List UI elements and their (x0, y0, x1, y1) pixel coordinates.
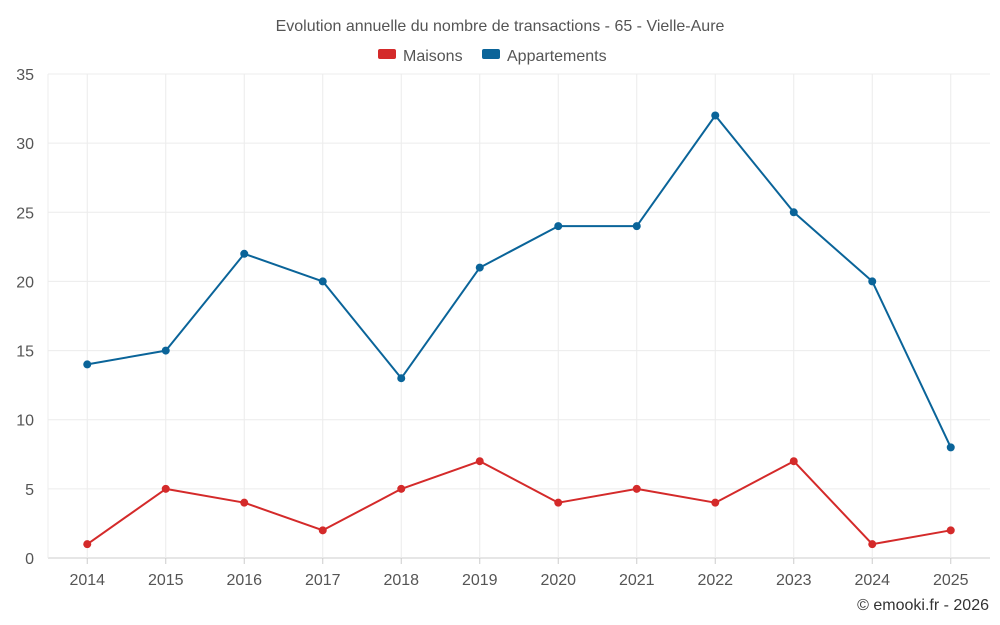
data-point-maisons[interactable] (240, 498, 249, 507)
data-point-maisons[interactable] (632, 484, 641, 493)
series-line-appartements[interactable] (87, 114, 952, 448)
y-tick-label: 5 (25, 482, 34, 499)
y-tick-label: 30 (16, 136, 34, 153)
y-tick-label: 35 (16, 67, 34, 84)
data-point-appartements[interactable] (946, 443, 955, 452)
series (83, 111, 955, 549)
data-point-maisons[interactable] (789, 457, 798, 466)
data-point-maisons[interactable] (161, 484, 170, 493)
data-point-maisons[interactable] (946, 526, 955, 535)
x-tick-label: 2025 (933, 572, 969, 589)
data-point-maisons[interactable] (868, 540, 877, 549)
data-point-maisons[interactable] (397, 484, 406, 493)
data-point-appartements[interactable] (554, 222, 563, 231)
data-point-appartements[interactable] (161, 346, 170, 355)
x-tick-label: 2021 (619, 572, 655, 589)
x-tick-label: 2024 (854, 572, 890, 589)
legend-label-maisons[interactable]: Maisons (403, 48, 463, 65)
x-tick-label: 2023 (776, 572, 812, 589)
x-tick-label: 2014 (69, 572, 105, 589)
y-tick-label: 10 (16, 413, 34, 430)
x-tick-label: 2020 (540, 572, 576, 589)
x-tick-label: 2015 (148, 572, 184, 589)
data-point-maisons[interactable] (318, 526, 327, 535)
data-point-maisons[interactable] (711, 498, 720, 507)
data-point-maisons[interactable] (554, 498, 563, 507)
data-point-appartements[interactable] (632, 222, 641, 231)
data-point-appartements[interactable] (397, 374, 406, 383)
data-point-maisons[interactable] (83, 540, 92, 549)
x-tick-label: 2017 (305, 572, 341, 589)
x-tick-label: 2019 (462, 572, 498, 589)
data-point-appartements[interactable] (868, 277, 877, 286)
x-axis: 2014 2015 2016 2017 2018 2019 2020 2021 2022 2023… (69, 558, 969, 589)
chart-title: Evolution annuelle du nombre de transact… (276, 18, 725, 35)
legend-swatch-maisons (378, 49, 396, 59)
x-tick-label: 2022 (697, 572, 733, 589)
data-point-maisons[interactable] (475, 457, 484, 466)
legend-label-appartements[interactable]: Appartements (507, 48, 607, 65)
credit-text: © emooki.fr - 2026 (857, 597, 989, 614)
y-tick-label: 20 (16, 274, 34, 291)
y-tick-label: 0 (25, 551, 34, 568)
data-point-appartements[interactable] (789, 208, 798, 217)
data-point-appartements[interactable] (83, 360, 92, 369)
data-point-appartements[interactable] (711, 111, 720, 120)
y-tick-label: 15 (16, 344, 34, 361)
y-tick-label: 25 (16, 205, 34, 222)
data-point-appartements[interactable] (475, 263, 484, 272)
data-point-appartements[interactable] (240, 249, 249, 258)
data-point-appartements[interactable] (318, 277, 327, 286)
x-tick-label: 2016 (226, 572, 262, 589)
legend-swatch-appartements (482, 49, 500, 59)
x-tick-label: 2018 (383, 572, 419, 589)
series-line-maisons[interactable] (86, 460, 951, 546)
y-axis: 0 5 10 15 20 25 30 35 (16, 67, 34, 568)
grid (47, 73, 990, 559)
legend: Maisons Appartements (378, 48, 607, 65)
